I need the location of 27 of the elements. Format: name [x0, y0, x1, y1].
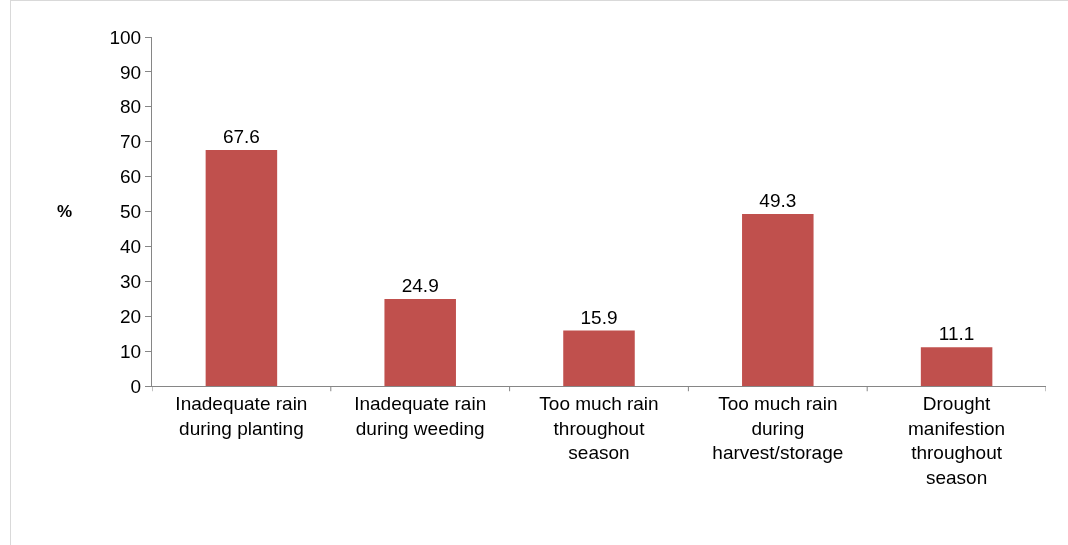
y-tick-label: 40	[120, 236, 142, 258]
x-tick-label: Inadequate rain during weeding	[354, 392, 487, 439]
x-tick-label: Too much rain throughout season	[539, 392, 659, 464]
bar	[742, 213, 814, 386]
y-tick-label: 60	[120, 166, 142, 188]
bar	[384, 299, 456, 386]
x-tick-label: Inadequate rain during planting	[175, 392, 308, 439]
y-tick-label: 50	[120, 201, 142, 223]
y-tick-label: 10	[120, 340, 142, 362]
bar	[205, 150, 278, 386]
y-tick-label: 100	[109, 26, 142, 48]
x-tick-label: Drought manifestion throughout season	[908, 392, 1006, 488]
x-tick-label: Too much rain during harvest/storage	[712, 392, 844, 464]
y-tick-label: 80	[120, 96, 142, 118]
y-tick-label: 30	[120, 270, 142, 292]
data-label: 49.3	[759, 189, 797, 211]
data-label: 24.9	[401, 275, 439, 297]
bar	[563, 330, 635, 386]
data-label: 11.1	[938, 323, 975, 345]
bar	[920, 347, 993, 386]
y-axis-title: %	[57, 202, 73, 221]
data-label: 67.6	[222, 126, 260, 148]
y-tick-label: 90	[120, 61, 142, 83]
data-label: 15.9	[580, 306, 618, 328]
y-tick-label: 70	[120, 131, 142, 153]
y-tick-label: 20	[120, 305, 142, 327]
y-tick-label: 0	[130, 375, 142, 397]
